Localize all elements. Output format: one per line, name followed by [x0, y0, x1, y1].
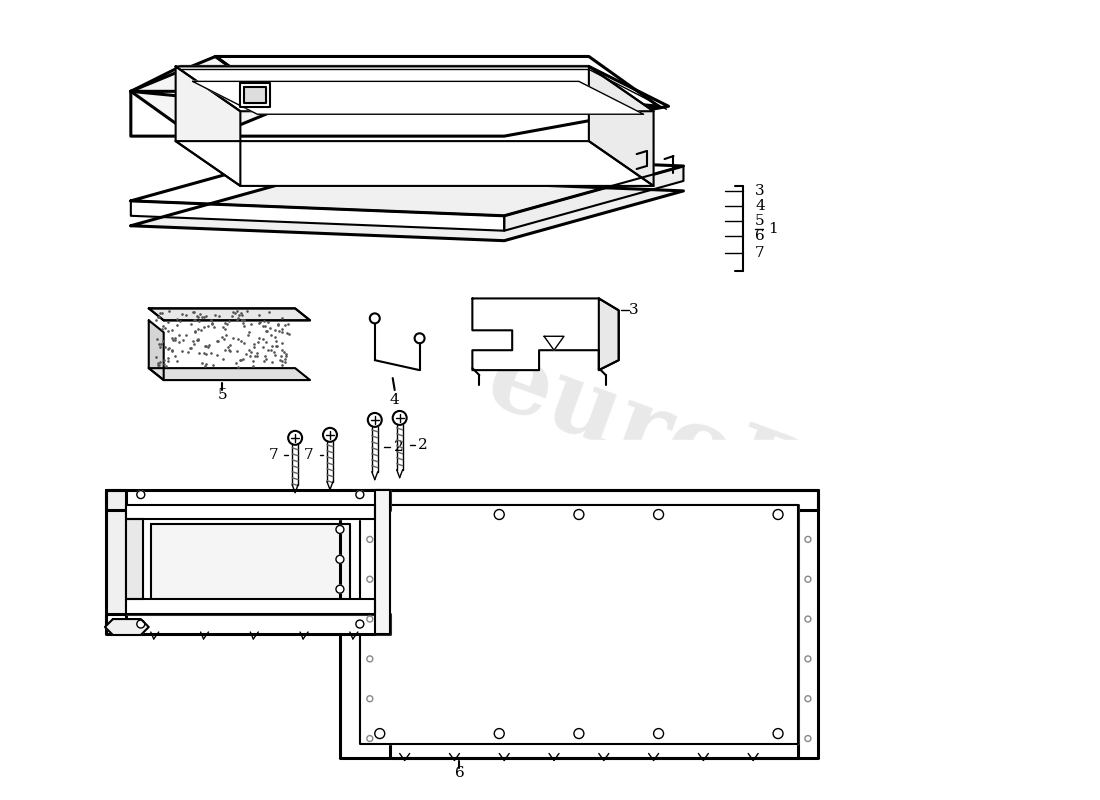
Circle shape — [805, 616, 811, 622]
Circle shape — [805, 735, 811, 742]
Circle shape — [574, 510, 584, 519]
Polygon shape — [340, 490, 818, 758]
Polygon shape — [106, 614, 389, 634]
Circle shape — [336, 586, 344, 593]
Circle shape — [366, 696, 373, 702]
Circle shape — [653, 510, 663, 519]
Polygon shape — [598, 298, 618, 370]
Polygon shape — [125, 519, 143, 599]
Circle shape — [366, 616, 373, 622]
Polygon shape — [125, 599, 375, 614]
Polygon shape — [176, 66, 241, 186]
Text: 7: 7 — [268, 448, 278, 462]
Text: 1: 1 — [768, 222, 778, 236]
Circle shape — [366, 537, 373, 542]
Polygon shape — [176, 66, 653, 111]
Text: 5: 5 — [218, 388, 228, 402]
Polygon shape — [131, 91, 659, 106]
Circle shape — [494, 510, 504, 519]
Polygon shape — [148, 320, 164, 380]
Polygon shape — [131, 151, 683, 216]
Circle shape — [367, 413, 382, 427]
Circle shape — [773, 510, 783, 519]
Polygon shape — [370, 490, 818, 510]
Text: 4: 4 — [389, 393, 399, 407]
Polygon shape — [141, 614, 360, 624]
Polygon shape — [504, 166, 683, 230]
Polygon shape — [176, 141, 653, 186]
Polygon shape — [216, 57, 659, 106]
Circle shape — [136, 620, 145, 628]
Text: 3: 3 — [755, 184, 764, 198]
Circle shape — [356, 620, 364, 628]
Circle shape — [288, 431, 302, 445]
Polygon shape — [360, 505, 798, 743]
Circle shape — [574, 729, 584, 738]
Circle shape — [375, 729, 385, 738]
Circle shape — [805, 656, 811, 662]
Polygon shape — [148, 308, 310, 320]
Circle shape — [805, 537, 811, 542]
Polygon shape — [131, 66, 669, 136]
Polygon shape — [131, 510, 370, 629]
Circle shape — [773, 729, 783, 738]
Polygon shape — [588, 66, 653, 186]
Circle shape — [136, 490, 145, 498]
Circle shape — [494, 729, 504, 738]
Circle shape — [336, 526, 344, 534]
Polygon shape — [544, 336, 564, 350]
Circle shape — [366, 656, 373, 662]
Circle shape — [336, 555, 344, 563]
Circle shape — [366, 576, 373, 582]
Polygon shape — [192, 82, 644, 114]
Polygon shape — [106, 490, 125, 629]
Polygon shape — [375, 490, 389, 634]
Polygon shape — [104, 619, 148, 635]
Polygon shape — [1, 440, 1097, 798]
Text: a passion for parts since 1985: a passion for parts since 1985 — [515, 459, 902, 619]
Polygon shape — [151, 525, 350, 614]
Text: 4: 4 — [755, 199, 764, 213]
Text: 5: 5 — [755, 214, 764, 228]
Text: 2: 2 — [394, 440, 404, 454]
Text: euroParts: euroParts — [474, 330, 1022, 609]
Polygon shape — [389, 505, 798, 758]
Text: 7: 7 — [304, 448, 313, 462]
Circle shape — [805, 696, 811, 702]
Circle shape — [323, 428, 337, 442]
Circle shape — [393, 411, 407, 425]
Polygon shape — [472, 298, 618, 370]
Text: 3: 3 — [629, 303, 638, 318]
Circle shape — [805, 576, 811, 582]
Text: 7: 7 — [755, 246, 764, 260]
Text: 2: 2 — [418, 438, 427, 452]
Circle shape — [375, 510, 385, 519]
Polygon shape — [244, 87, 266, 103]
Circle shape — [370, 314, 379, 323]
Circle shape — [653, 729, 663, 738]
Polygon shape — [241, 83, 271, 107]
Circle shape — [415, 334, 425, 343]
Polygon shape — [131, 176, 683, 241]
Polygon shape — [148, 368, 310, 380]
Polygon shape — [148, 308, 310, 320]
Polygon shape — [131, 201, 504, 230]
Polygon shape — [106, 490, 389, 510]
Polygon shape — [125, 505, 375, 519]
Circle shape — [366, 735, 373, 742]
Circle shape — [356, 490, 364, 498]
Text: 6: 6 — [454, 766, 464, 780]
Text: 6: 6 — [755, 229, 764, 242]
Polygon shape — [131, 57, 285, 141]
